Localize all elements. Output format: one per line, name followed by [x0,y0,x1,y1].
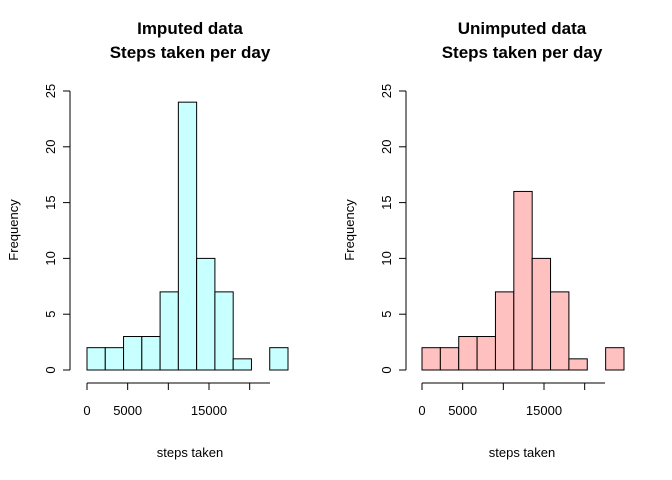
bar [513,190,533,371]
bars [86,101,289,371]
bar [232,358,252,371]
bar [159,291,179,371]
bar [86,347,106,371]
x-axis-label: steps taken [489,445,556,460]
y-tick-label: 15 [43,195,58,209]
bar [196,257,216,371]
bar [104,347,125,371]
y-tick-label: 10 [379,251,394,265]
bar [269,347,289,371]
x-axis: 0 5000 15000 [83,382,270,418]
y-axis-label: Frequency [6,199,21,261]
x-tick-label: 5000 [448,403,477,418]
bar [476,336,496,371]
y-axis-label: Frequency [342,199,357,261]
bar [177,101,198,371]
x-tick-label: 5000 [113,403,142,418]
y-tick-label: 25 [43,84,58,98]
y-tick-label: 0 [379,366,394,373]
bar [550,291,570,371]
bars [421,190,625,371]
bar [421,347,441,371]
bar [494,291,515,371]
y-tick-label: 0 [43,366,58,373]
bar [141,336,161,371]
bar [605,347,625,371]
bar [214,291,234,371]
bar [123,336,143,371]
chart-title-line2: Steps taken per day [110,43,271,62]
x-tick-label: 0 [83,403,90,418]
y-axis: 0 5 10 15 20 25 [379,84,407,374]
x-tick-label: 0 [418,403,425,418]
chart-title-line2: Steps taken per day [442,43,603,62]
bar [531,257,552,371]
y-tick-label: 25 [379,84,394,98]
y-axis: 0 5 10 15 20 25 [43,84,71,374]
y-tick-label: 15 [379,195,394,209]
y-tick-label: 20 [379,140,394,154]
bar [568,358,588,371]
chart-title-line1: Unimputed data [458,19,587,38]
bar [439,347,460,371]
y-tick-label: 20 [43,140,58,154]
y-tick-label: 5 [43,311,58,318]
bar [458,336,478,371]
x-axis-label: steps taken [157,445,224,460]
chart-title-line1: Imputed data [137,19,243,38]
x-axis: 0 5000 15000 [418,382,605,418]
histogram-imputed: Imputed data Steps taken per day steps t… [6,19,289,460]
y-tick-label: 5 [379,311,394,318]
x-tick-label: 15000 [526,403,562,418]
histogram-unimputed: Unimputed data Steps taken per day steps… [342,19,625,460]
x-tick-label: 15000 [191,403,227,418]
y-tick-label: 10 [43,251,58,265]
